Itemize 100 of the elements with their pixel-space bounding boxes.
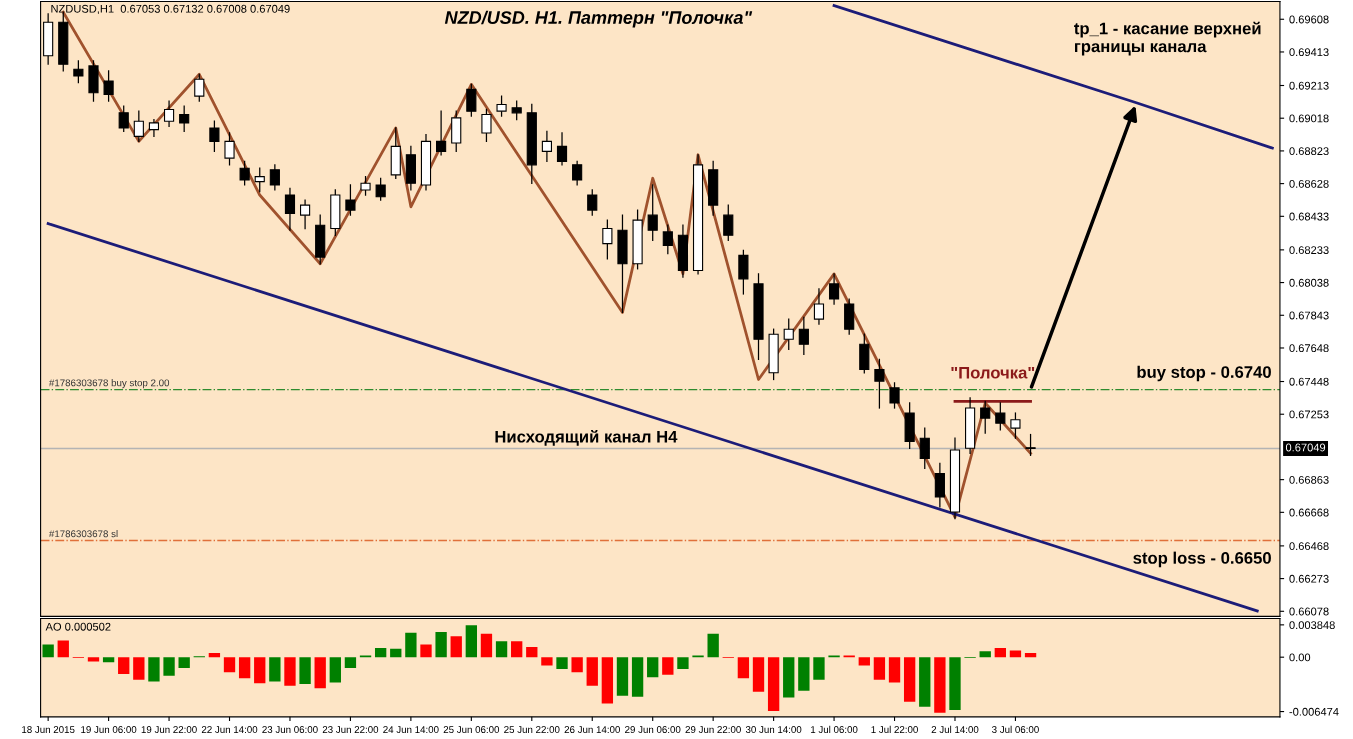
bar: [208, 652, 221, 658]
candlestick: [466, 83, 477, 117]
bar: [647, 657, 659, 678]
candlestick: [269, 164, 280, 191]
bar: [873, 657, 886, 680]
candlestick: [1010, 412, 1021, 439]
y-tick-label: 0.68038: [1289, 278, 1329, 287]
y-tick-label: 0.003848: [1289, 621, 1335, 629]
y-tick-label: 0.68233: [1289, 246, 1329, 254]
bar: [798, 657, 810, 691]
bar: [571, 657, 583, 673]
bar: [480, 633, 493, 658]
bar: [178, 657, 190, 669]
bar: [344, 657, 357, 669]
y-tick-label: 0.66668: [1289, 508, 1329, 517]
bar: [903, 657, 916, 702]
candlestick: [360, 175, 371, 196]
bar: [42, 644, 54, 658]
chart-title: NZD/USD. H1. Паттерн "Полочка": [444, 10, 753, 28]
bar: [118, 657, 130, 674]
y-tick-label: 0.66078: [1289, 607, 1329, 616]
bar: [586, 657, 598, 686]
candlestick: [194, 73, 205, 102]
y-tick-label: 0.67253: [1289, 410, 1329, 419]
candlestick: [299, 199, 311, 230]
x-tick-label: 3 Jul 06:00: [992, 725, 1039, 733]
y-tick-label: -0.006474: [1289, 707, 1339, 716]
bar: [133, 657, 145, 680]
bar: [994, 647, 1006, 658]
candlestick: [919, 427, 930, 470]
candlestick: [345, 184, 356, 216]
candlestick: [813, 288, 825, 325]
candlestick: [148, 118, 160, 137]
y-tick-label: 0.69213: [1289, 81, 1329, 90]
candlestick: [103, 70, 114, 102]
candlestick: [163, 100, 175, 127]
candlestick: [995, 402, 1006, 431]
bar: [148, 657, 160, 682]
bar: [888, 657, 901, 683]
annotation: "Полочка": [951, 366, 1035, 379]
chart-subtitle: NZDUSD,H1 0.67053 0.67132 0.67008 0.67049: [51, 4, 290, 15]
bar: [707, 633, 719, 658]
bar: [737, 657, 750, 679]
y-tick-label: 0.66468: [1289, 542, 1329, 551]
candlestick: [556, 132, 568, 166]
candlestick: [481, 108, 492, 142]
candlestick: [118, 105, 129, 132]
bar: [813, 657, 825, 680]
y-tick-label: 0.66273: [1289, 574, 1329, 583]
bar: [783, 657, 795, 698]
ref-line-label: 0.67049: [1285, 443, 1326, 452]
y-tick-label: 0.67648: [1289, 344, 1329, 353]
annotation: buy stop - 0.6740: [1137, 365, 1271, 382]
bar: [949, 657, 961, 711]
bar: [102, 657, 115, 663]
candlestick: [647, 184, 658, 241]
x-tick-label: 26 Jun 14:00: [564, 726, 620, 733]
ref-line-label: #1786303678 sl: [48, 530, 118, 538]
annotation: tp_1 - касание верхней границы канала: [1074, 21, 1261, 56]
bar: [284, 657, 296, 686]
bar: [269, 657, 281, 682]
x-tick-label: 23 Jun 06:00: [262, 726, 318, 733]
y-tick-label: 0.00: [1289, 653, 1311, 662]
annotation: Нисходящий канал H4: [495, 430, 678, 446]
bar: [631, 657, 644, 697]
x-tick-label: 25 Jun 06:00: [443, 726, 500, 733]
candlestick: [375, 177, 386, 201]
y-tick-label: 0.67448: [1289, 377, 1329, 386]
x-tick-label: 30 Jun 14:00: [745, 726, 802, 733]
annotation: stop loss - 0.6650: [1133, 551, 1271, 568]
bar: [919, 657, 931, 707]
candlestick: [133, 110, 144, 142]
bar: [526, 647, 538, 658]
ref-line-label: #1786303678 buy stop 2.00: [48, 379, 170, 389]
x-tick-label: 24 Jun 14:00: [383, 726, 439, 733]
x-tick-label: 1 Jul 06:00: [811, 725, 858, 733]
candlestick: [179, 105, 190, 132]
candlestick: [572, 160, 583, 186]
candlestick: [828, 273, 840, 305]
candlestick: [783, 318, 794, 350]
y-tick-label: 0.69608: [1289, 15, 1329, 24]
y-tick-label: 0.69413: [1289, 48, 1329, 57]
candlestick: [980, 400, 991, 434]
candlestick: [496, 95, 507, 117]
bar: [87, 657, 100, 662]
bar: [541, 657, 553, 666]
bar: [1009, 650, 1022, 658]
candlestick: [662, 224, 673, 255]
x-tick-label: 29 Jun 22:00: [685, 726, 741, 733]
candlestick: [587, 189, 598, 216]
bar: [601, 657, 614, 704]
candlestick: [934, 462, 945, 508]
candlestick: [239, 160, 250, 186]
bar: [390, 648, 402, 658]
candlestick: [723, 204, 734, 241]
x-tick-label: 22 Jun 14:00: [201, 726, 258, 733]
bar: [752, 657, 765, 692]
candlestick: [874, 358, 885, 409]
bar: [254, 657, 266, 684]
bar: [435, 631, 447, 658]
